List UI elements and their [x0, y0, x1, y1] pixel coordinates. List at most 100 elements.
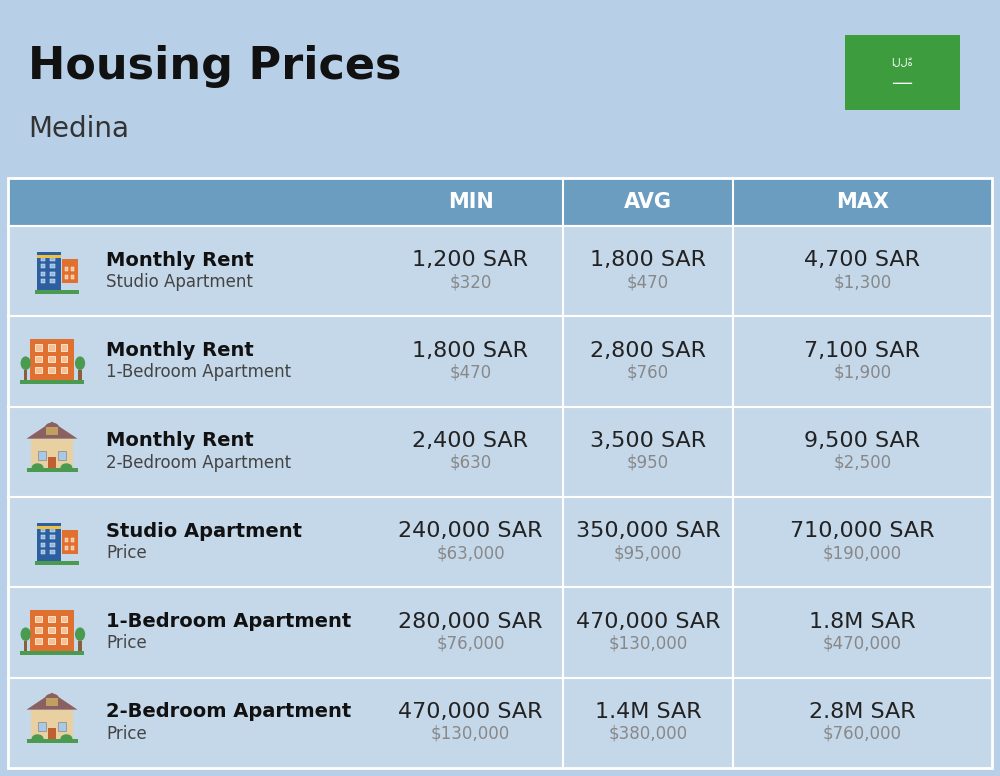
Bar — [48, 638, 55, 644]
Text: 2.8M SAR: 2.8M SAR — [809, 702, 916, 722]
Text: $470: $470 — [627, 273, 669, 291]
Bar — [78, 641, 82, 651]
Bar — [41, 272, 45, 275]
Ellipse shape — [75, 628, 85, 641]
Bar — [8, 407, 992, 497]
Bar — [41, 542, 45, 547]
Text: Studio Apartment: Studio Apartment — [106, 273, 253, 291]
Text: 470,000 SAR: 470,000 SAR — [576, 611, 720, 632]
Bar — [58, 722, 66, 731]
Bar — [48, 615, 55, 622]
Ellipse shape — [60, 734, 72, 743]
Ellipse shape — [32, 463, 44, 472]
Text: $1,300: $1,300 — [833, 273, 892, 291]
Bar — [41, 256, 45, 261]
Text: Medina: Medina — [28, 115, 129, 143]
Bar — [0, 0, 1000, 175]
Text: $380,000: $380,000 — [608, 725, 688, 743]
Ellipse shape — [75, 356, 85, 370]
Text: $950: $950 — [627, 454, 669, 472]
Ellipse shape — [21, 356, 31, 370]
Bar — [8, 178, 992, 768]
Text: $130,000: $130,000 — [431, 725, 510, 743]
Bar — [46, 698, 58, 706]
Bar — [50, 272, 55, 275]
Text: 240,000 SAR: 240,000 SAR — [398, 521, 543, 542]
Text: 280,000 SAR: 280,000 SAR — [398, 611, 543, 632]
Ellipse shape — [60, 463, 72, 472]
Text: 4,700 SAR: 4,700 SAR — [804, 251, 920, 270]
Bar — [24, 370, 27, 380]
Bar — [35, 561, 79, 565]
Bar — [48, 728, 56, 740]
Text: Price: Price — [106, 634, 147, 653]
Bar — [60, 638, 67, 644]
Bar — [26, 469, 78, 472]
Text: 1.4M SAR: 1.4M SAR — [595, 702, 701, 722]
Text: $95,000: $95,000 — [614, 544, 682, 562]
Bar — [65, 546, 68, 550]
Bar — [65, 538, 68, 542]
Bar — [58, 452, 66, 460]
Text: 2-Bedroom Apartment: 2-Bedroom Apartment — [106, 702, 351, 722]
Bar — [71, 538, 74, 542]
Text: 7,100 SAR: 7,100 SAR — [804, 341, 920, 361]
Bar — [50, 264, 55, 268]
Bar — [48, 345, 55, 352]
Bar — [48, 355, 55, 362]
Text: Monthly Rent: Monthly Rent — [106, 341, 254, 360]
Bar — [48, 366, 55, 373]
Text: ━━━━: ━━━━ — [893, 79, 912, 88]
Text: Monthly Rent: Monthly Rent — [106, 431, 254, 451]
Text: $130,000: $130,000 — [608, 634, 688, 653]
Text: $63,000: $63,000 — [436, 544, 505, 562]
Ellipse shape — [21, 628, 31, 641]
Bar — [20, 380, 84, 383]
Bar — [41, 550, 45, 555]
Bar — [41, 527, 45, 532]
Bar — [37, 525, 60, 529]
Bar — [60, 626, 67, 633]
Text: Monthly Rent: Monthly Rent — [106, 251, 254, 270]
Text: $630: $630 — [449, 454, 492, 472]
Bar — [35, 638, 42, 644]
Bar — [60, 345, 67, 352]
Text: $470,000: $470,000 — [823, 634, 902, 653]
Text: 710,000 SAR: 710,000 SAR — [790, 521, 935, 542]
Bar — [37, 523, 60, 561]
Text: 1.8M SAR: 1.8M SAR — [809, 611, 916, 632]
Text: 2-Bedroom Apartment: 2-Bedroom Apartment — [106, 454, 291, 472]
Bar — [35, 615, 42, 622]
Bar — [30, 611, 74, 651]
Text: $1,900: $1,900 — [833, 363, 892, 381]
Bar — [50, 527, 55, 532]
Bar — [71, 275, 74, 279]
Bar — [8, 226, 992, 317]
Bar — [78, 370, 82, 380]
Bar — [65, 267, 68, 271]
Bar — [41, 264, 45, 268]
Text: اللّٰه: اللّٰه — [892, 58, 913, 68]
Bar — [50, 279, 55, 283]
Bar — [8, 677, 992, 768]
Bar — [845, 35, 960, 110]
Text: 350,000 SAR: 350,000 SAR — [576, 521, 720, 542]
Text: Price: Price — [106, 544, 147, 562]
Text: 9,500 SAR: 9,500 SAR — [804, 431, 921, 451]
Bar — [50, 550, 55, 555]
Bar — [8, 317, 992, 407]
Bar — [20, 651, 84, 655]
Bar — [62, 530, 78, 554]
Bar — [46, 427, 58, 435]
Text: $190,000: $190,000 — [823, 544, 902, 562]
Bar — [38, 722, 46, 731]
Bar — [38, 452, 46, 460]
Bar — [30, 339, 74, 380]
Bar — [41, 535, 45, 539]
Polygon shape — [26, 693, 78, 710]
Bar — [35, 355, 42, 362]
Text: 2,400 SAR: 2,400 SAR — [413, 431, 528, 451]
Bar — [35, 626, 42, 633]
Text: MIN: MIN — [448, 192, 493, 212]
Bar — [31, 710, 73, 740]
